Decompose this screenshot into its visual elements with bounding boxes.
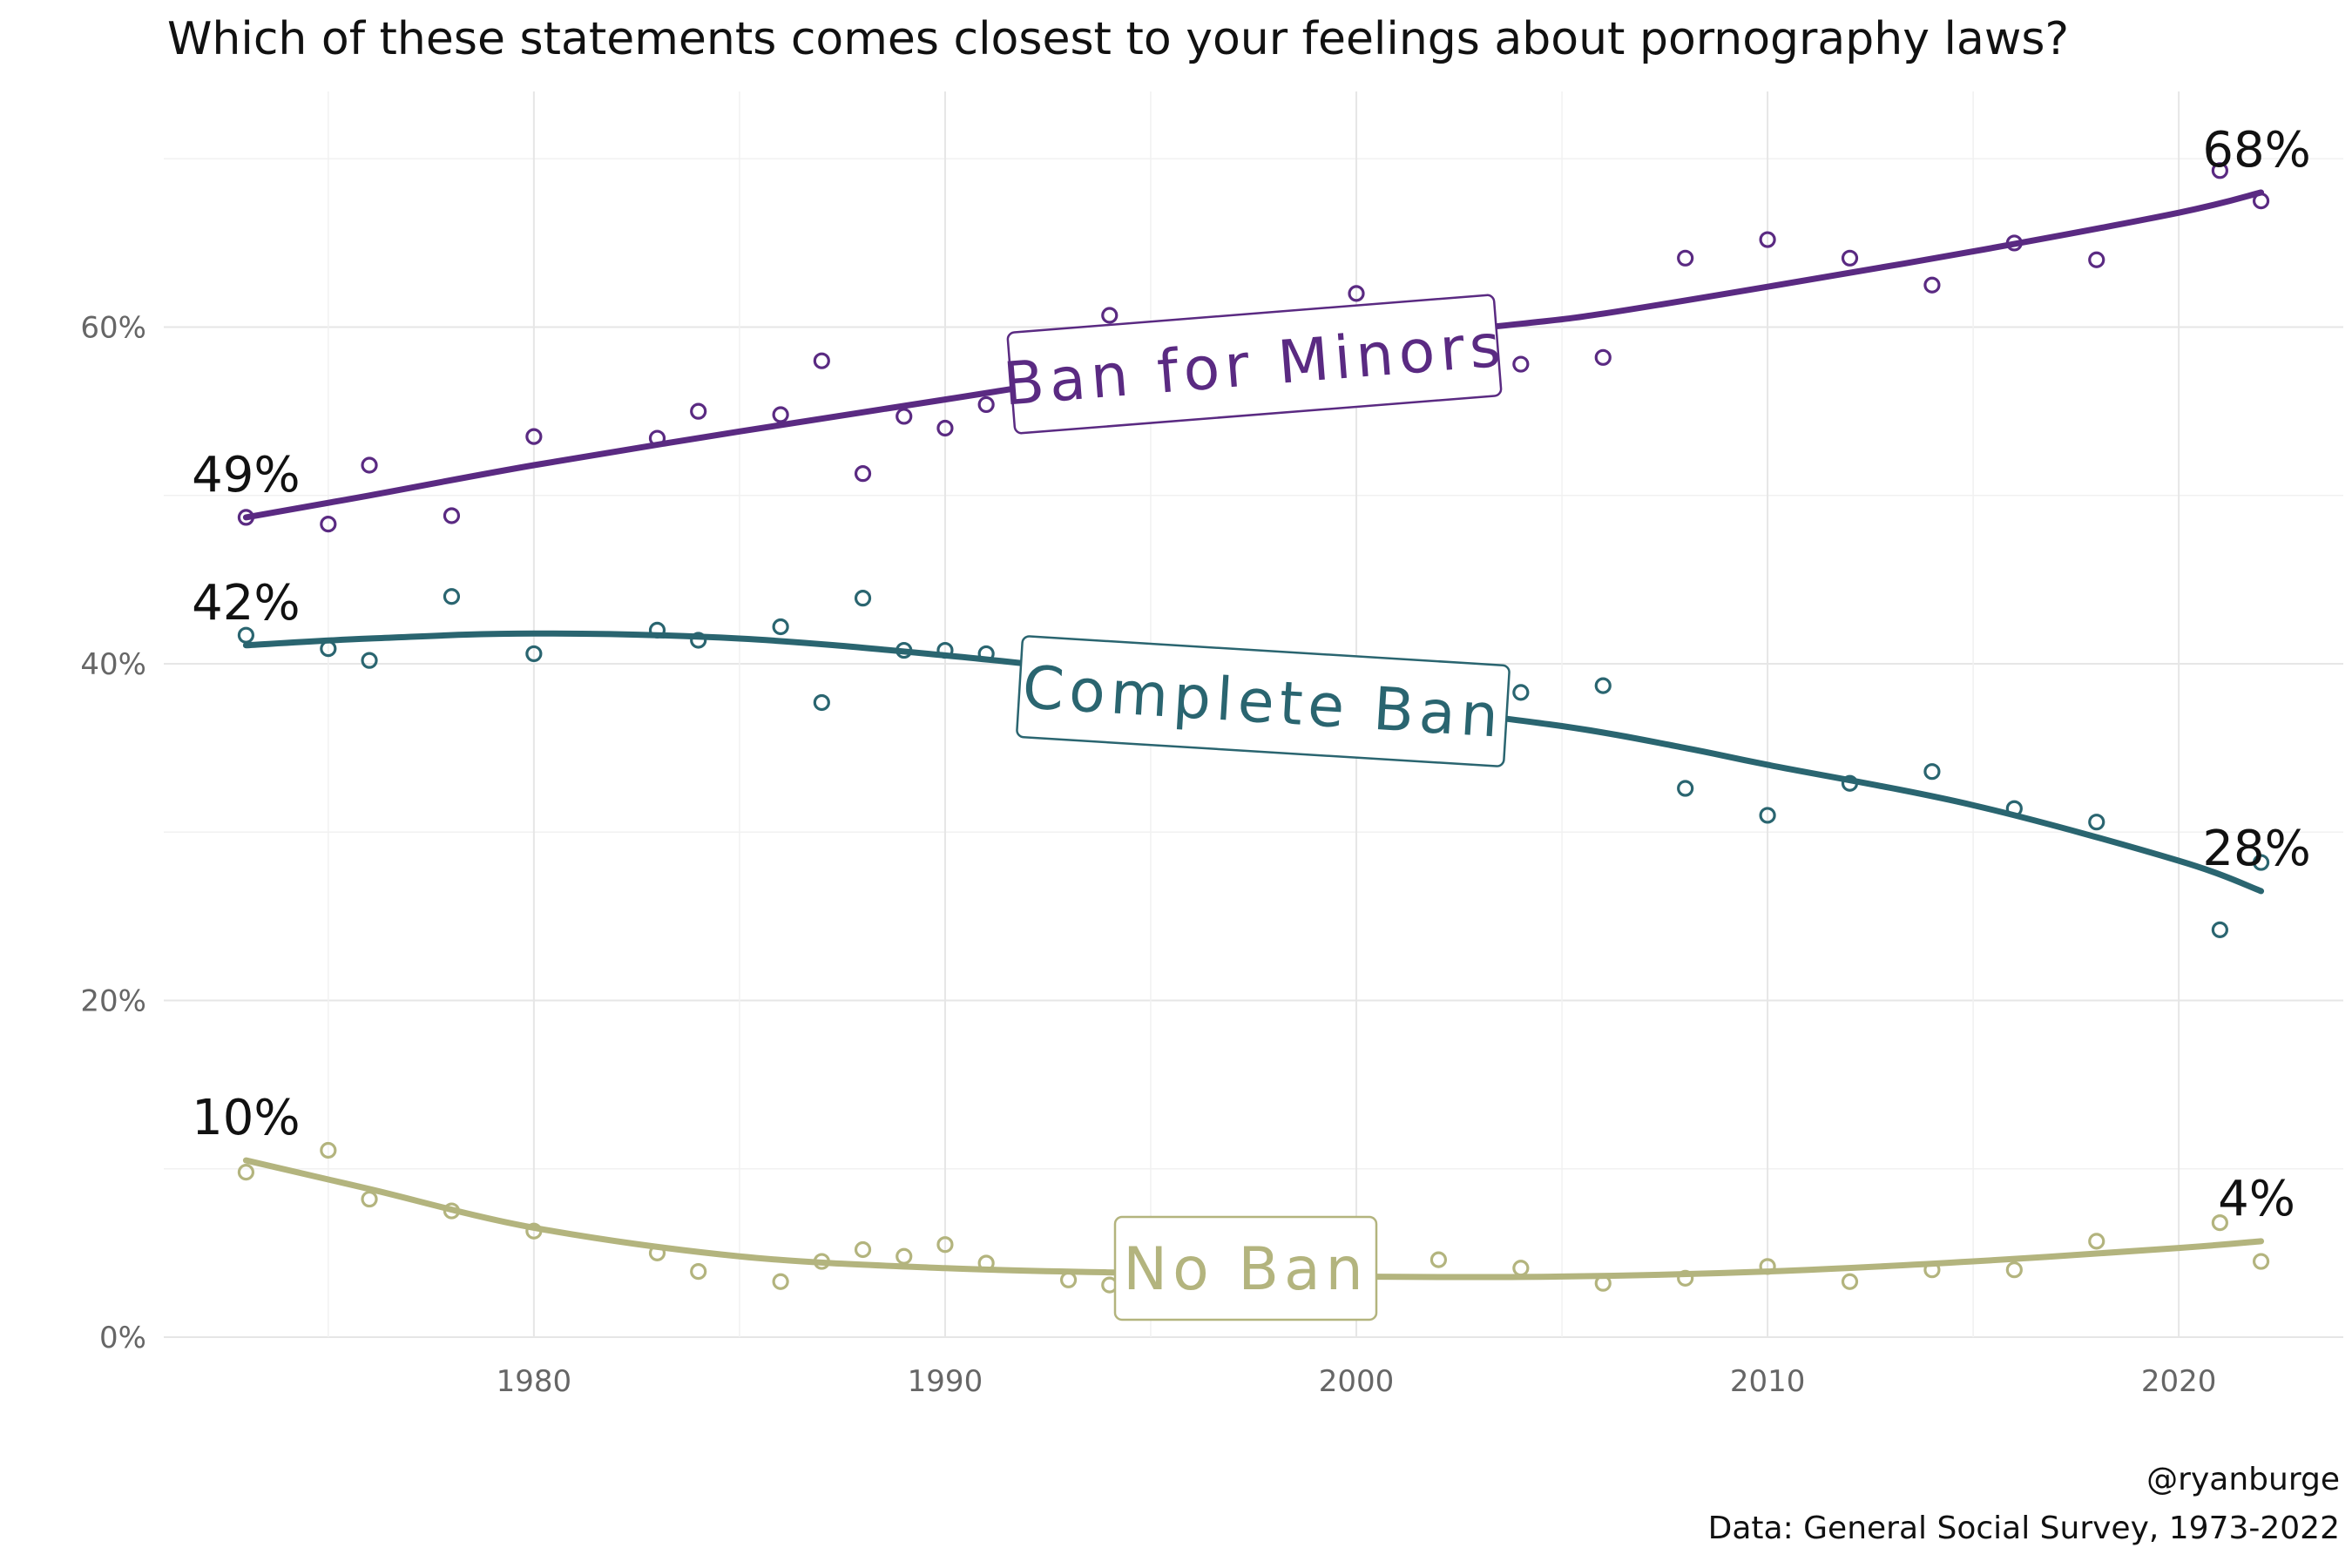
x-tick-label: 1990 [908,1364,983,1399]
data-point-complete-ban [1677,780,1694,797]
data-point-ban-for-minors [1101,307,1119,324]
data-point-complete-ban [1594,677,1612,694]
data-point-complete-ban [237,626,255,644]
y-tick-label: 20% [80,984,146,1019]
data-point-no-ban [1429,1251,1448,1268]
data-point-ban-for-minors [443,507,461,524]
y-tick-label: 60% [80,311,146,346]
data-point-ban-for-minors [1348,285,1365,302]
data-point-no-ban [1059,1271,1078,1288]
data-point-no-ban [2005,1261,2023,1279]
data-point-no-ban [772,1273,789,1290]
data-point-ban-for-minors [936,419,954,437]
x-tick-label: 2020 [2141,1364,2217,1399]
data-point-ban-for-minors [690,402,707,420]
x-tick-label: 2000 [1319,1364,1395,1399]
end-value-labels: 49% 68% 42% 28% 10% 4% [192,122,2311,1227]
data-point-complete-ban [1512,684,1530,701]
data-point-no-ban [2252,1253,2270,1270]
data-point-complete-ban [525,645,543,663]
data-point-ban-for-minors [813,352,830,369]
series-label-box [1006,294,1503,435]
data-point-no-ban [361,1190,378,1208]
data-point-complete-ban [2252,854,2270,871]
data-point-ban-for-minors [361,456,378,474]
series-label-box [1113,1215,1378,1321]
data-point-no-ban [896,1247,913,1265]
data-point-ban-for-minors [1841,249,1859,267]
data-point-complete-ban [1923,763,1941,781]
series-label-box [1016,635,1511,767]
series-label-no-ban: No Ban [1113,1215,1378,1321]
credit-handle: @ryanburge [2146,1462,2340,1497]
y-tick-label: 40% [80,647,146,682]
data-point-ban-for-minors [1594,348,1612,366]
data-point-ban-for-minors [772,406,789,423]
chart-title: Which of these statements comes closest … [167,13,2069,65]
data-point-complete-ban [443,588,461,605]
data-point-no-ban [2211,1213,2228,1232]
data-point-ban-for-minors [854,465,872,483]
data-point-no-ban [1512,1260,1530,1277]
data-source: Data: General Social Survey, 1973-2022 [1708,1511,2340,1546]
data-point-ban-for-minors [1677,249,1694,267]
data-point-complete-ban [772,618,789,636]
data-point-ban-for-minors [320,516,337,533]
x-tick-label: 2010 [1730,1364,1806,1399]
data-point-ban-for-minors [896,408,913,425]
end-label-ban-for-minors: 68% [2202,122,2310,179]
data-point-ban-for-minors [2088,251,2105,268]
data-point-complete-ban [854,590,872,607]
data-point-complete-ban [2211,921,2228,938]
data-point-no-ban [1841,1273,1859,1290]
data-point-complete-ban [361,652,378,669]
data-point-no-ban [690,1263,707,1281]
data-point-ban-for-minors [1512,355,1530,373]
x-axis-tick-labels: 1980 1990 2000 2010 2020 [497,1364,2217,1399]
series-label-ban-for-minors: Ban for Minors [1001,294,1508,435]
data-point-ban-for-minors [2211,162,2228,179]
series-complete-ban [237,588,2270,938]
data-point-complete-ban [2088,814,2105,831]
data-point-no-ban [854,1240,872,1259]
y-axis-tick-labels: 0% 20% 40% 60% [80,311,146,1355]
series-label-complete-ban: Complete Ban [1016,635,1511,767]
data-point-ban-for-minors [525,428,543,445]
start-label-no-ban: 10% [192,1090,300,1146]
x-tick-label: 1980 [497,1364,572,1399]
data-point-no-ban [2088,1233,2105,1250]
data-point-complete-ban [1759,807,1776,824]
data-point-complete-ban [690,632,707,649]
data-point-no-ban [936,1236,954,1254]
y-tick-label: 0% [99,1321,146,1355]
data-point-ban-for-minors [1923,276,1941,294]
end-label-complete-ban: 28% [2202,821,2310,877]
end-label-no-ban: 4% [2218,1171,2295,1227]
series-label-text: No Ban [1123,1235,1369,1304]
data-point-ban-for-minors [977,395,995,414]
data-point-no-ban [320,1141,337,1159]
series-label-boxes: Ban for Minors Complete Ban No Ban [1001,294,1511,1321]
data-point-no-ban [237,1164,255,1181]
data-point-ban-for-minors [1759,231,1776,248]
start-label-ban-for-minors: 49% [192,447,300,504]
data-point-complete-ban [813,693,830,712]
start-label-complete-ban: 42% [192,575,300,632]
